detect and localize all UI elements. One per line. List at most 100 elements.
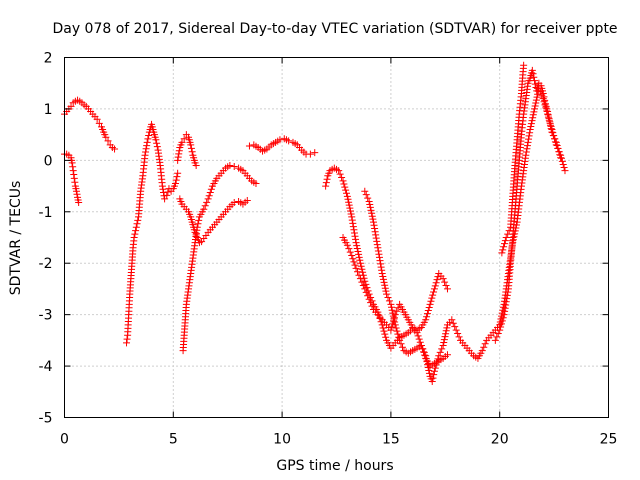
data-point — [539, 90, 547, 97]
data-point — [552, 138, 560, 146]
data-point — [503, 295, 511, 303]
data-point — [480, 343, 488, 351]
data-point — [370, 221, 378, 229]
data-point — [365, 198, 373, 205]
data-point — [143, 138, 151, 146]
data-point — [427, 297, 435, 305]
data-point — [362, 288, 370, 296]
data-point — [541, 96, 549, 104]
data-point — [439, 342, 447, 349]
data-point — [159, 185, 167, 193]
data-point — [252, 180, 260, 187]
data-point — [501, 307, 509, 315]
data-point — [72, 187, 80, 195]
data-point — [451, 323, 459, 331]
data-point — [144, 135, 152, 143]
data-point — [524, 138, 532, 146]
x-tick-label: 25 — [600, 432, 618, 448]
data-point — [133, 220, 141, 228]
data-point — [152, 136, 160, 144]
data-point — [226, 162, 234, 169]
series-sat-f — [179, 162, 260, 355]
data-point — [390, 315, 398, 323]
data-point — [357, 262, 365, 270]
data-point — [529, 114, 537, 122]
data-point — [354, 247, 362, 255]
data-point — [531, 105, 539, 113]
data-point — [385, 297, 393, 305]
chart-title: Day 078 of 2017, Sidereal Day-to-day VTE… — [52, 21, 617, 37]
x-tick-label: 5 — [169, 432, 178, 448]
data-point — [373, 237, 381, 245]
data-point — [527, 123, 535, 131]
data-point — [161, 195, 169, 203]
data-point — [323, 175, 331, 183]
data-point — [499, 246, 507, 254]
data-point — [188, 148, 196, 156]
data-point — [158, 182, 166, 190]
data-point — [322, 182, 330, 190]
data-point — [347, 210, 355, 218]
data-point — [441, 333, 449, 341]
data-point — [345, 201, 353, 209]
data-point — [70, 171, 78, 178]
data-point — [432, 279, 440, 287]
data-point — [180, 135, 188, 143]
data-point — [546, 118, 554, 126]
data-point — [530, 108, 538, 116]
x-tick-label: 20 — [491, 432, 509, 448]
data-point — [368, 302, 376, 310]
data-point — [371, 228, 379, 236]
data-point — [394, 330, 402, 338]
data-point — [369, 215, 377, 223]
data-point — [351, 261, 359, 269]
data-point — [548, 128, 556, 136]
data-point — [435, 352, 443, 360]
data-point — [373, 241, 381, 249]
data-point — [338, 174, 346, 181]
y-tick-label: -5 — [39, 411, 53, 427]
data-point — [361, 187, 369, 195]
data-point — [391, 321, 399, 329]
data-point — [376, 257, 384, 265]
data-point — [354, 268, 362, 276]
data-point — [454, 330, 462, 337]
data-point — [69, 163, 77, 171]
data-point — [397, 340, 405, 348]
series-sat-e — [176, 195, 251, 247]
data-point — [350, 258, 358, 266]
data-point — [361, 285, 369, 293]
data-point — [520, 61, 528, 69]
data-point — [392, 324, 400, 332]
data-point — [348, 213, 356, 221]
data-point — [342, 186, 350, 194]
data-point — [339, 177, 347, 185]
data-point — [424, 307, 432, 315]
data-point — [93, 115, 101, 123]
data-point — [532, 96, 540, 104]
data-point — [358, 265, 366, 273]
data-point — [491, 336, 499, 344]
data-point — [276, 136, 284, 144]
data-point — [531, 77, 539, 85]
data-point — [549, 132, 557, 139]
data-point — [416, 338, 424, 346]
data-point — [353, 245, 361, 253]
data-point — [340, 180, 348, 188]
data-point — [396, 336, 404, 344]
data-point — [174, 156, 182, 164]
data-point — [368, 209, 376, 217]
data-point — [443, 351, 451, 359]
data-point — [387, 300, 395, 308]
data-point — [481, 340, 489, 348]
data-point — [123, 335, 131, 343]
data-point — [379, 275, 387, 283]
data-point — [343, 192, 351, 200]
axes: 0 5 10 15 20 25 -5 -4 -3 -2 -1 0 1 2 — [39, 51, 618, 448]
plot-frame — [64, 57, 609, 418]
data-point — [379, 324, 387, 332]
y-tick-label: 0 — [44, 153, 53, 169]
data-point — [349, 219, 357, 227]
data-point — [142, 145, 150, 153]
data-point — [430, 371, 438, 379]
